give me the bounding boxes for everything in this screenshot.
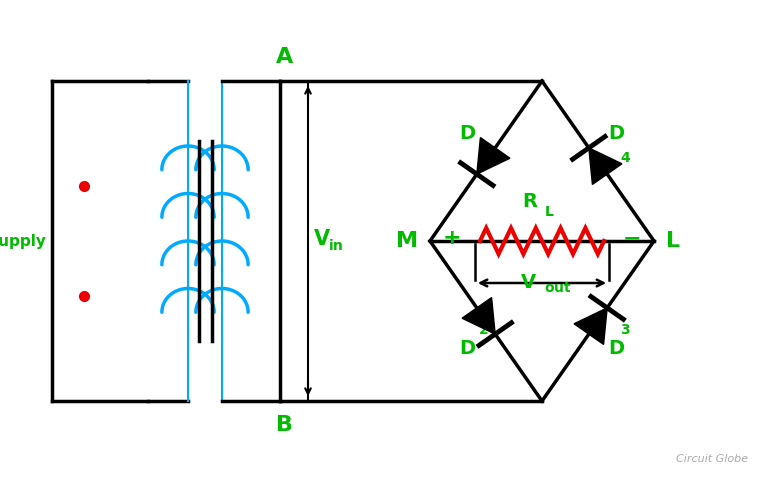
Text: $\mathbf{4}$: $\mathbf{4}$ [620,151,631,165]
Text: B: B [277,415,293,435]
Polygon shape [589,148,622,184]
Text: $\mathbf{D}$: $\mathbf{D}$ [608,124,625,143]
Text: $\mathbf{D}$: $\mathbf{D}$ [459,339,476,358]
Text: L: L [666,231,680,251]
Text: $\mathbf{in}$: $\mathbf{in}$ [328,238,344,252]
Text: $\mathbf{D}$: $\mathbf{D}$ [459,124,476,143]
Text: $\mathbf{3}$: $\mathbf{3}$ [620,323,630,337]
Text: −: − [623,228,642,248]
Text: +: + [443,228,461,248]
Text: $\mathbf{L}$: $\mathbf{L}$ [544,205,555,219]
Text: $\mathbf{out}$: $\mathbf{out}$ [544,281,572,295]
Polygon shape [574,308,607,344]
Text: A: A [277,47,293,67]
Text: $\mathbf{2}$: $\mathbf{2}$ [478,323,488,337]
Text: M: M [396,231,418,251]
Text: $\mathbf{D}$: $\mathbf{D}$ [608,339,625,358]
Text: $\mathbf{V}$: $\mathbf{V}$ [520,273,537,292]
Text: $\mathbf{R}$: $\mathbf{R}$ [523,192,539,211]
Text: $\mathbf{V}$: $\mathbf{V}$ [313,229,331,249]
Text: Circuit Globe: Circuit Globe [676,454,748,464]
Polygon shape [462,297,495,334]
Text: AC Supply: AC Supply [0,233,46,249]
Polygon shape [477,137,510,174]
Text: $\mathbf{1}$: $\mathbf{1}$ [478,151,488,165]
